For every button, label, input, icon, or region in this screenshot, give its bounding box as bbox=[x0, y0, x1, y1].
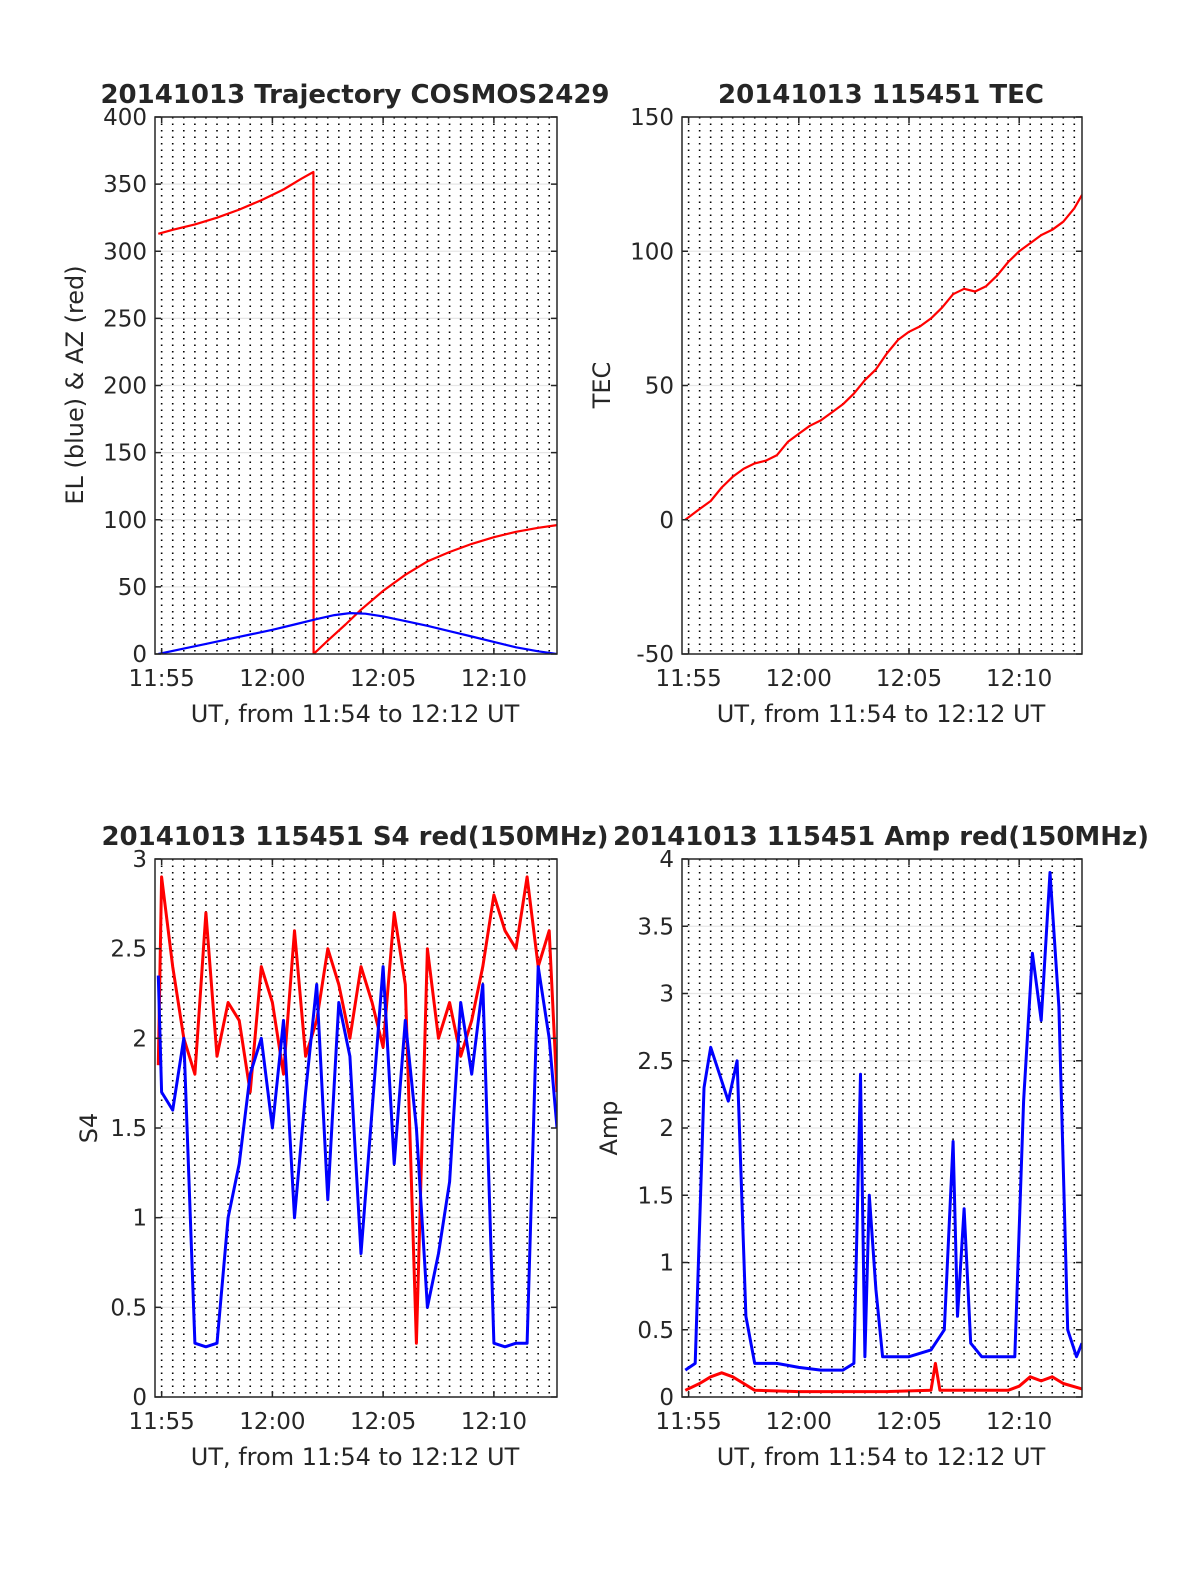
y-tick-label: 150 bbox=[630, 105, 674, 131]
x-tick-label: 12:05 bbox=[350, 1409, 416, 1435]
x-tick-label: 12:00 bbox=[766, 666, 832, 692]
x-tick-label: 12:10 bbox=[986, 666, 1052, 692]
trajectory-title: 20141013 Trajectory COSMOS2429 bbox=[100, 80, 609, 110]
s4-series-0-line bbox=[156, 875, 557, 1345]
y-tick-label: 3 bbox=[659, 982, 674, 1008]
y-tick-label: 100 bbox=[630, 239, 674, 265]
y-tick-label: 3.5 bbox=[637, 914, 674, 940]
y-tick-label: 0 bbox=[659, 1385, 674, 1411]
y-tick-label: 0.5 bbox=[110, 1295, 147, 1321]
x-tick-label: 12:05 bbox=[876, 1409, 942, 1435]
y-tick-label: 1 bbox=[659, 1251, 674, 1277]
y-tick-label: 250 bbox=[103, 306, 147, 332]
y-tick-label: 4 bbox=[659, 847, 674, 873]
y-tick-label: -50 bbox=[636, 642, 674, 668]
amp-plot-area: 11:55 12:00 12:05 12:10 0 0.5 1 1.5 2 2.5 3 3.5 4 bbox=[637, 847, 1083, 1435]
amp-ylabel: Amp bbox=[595, 1100, 623, 1155]
y-tick-label: 50 bbox=[118, 575, 147, 601]
x-tick-label: 11:55 bbox=[128, 666, 194, 692]
y-tick-label: 300 bbox=[103, 239, 147, 265]
y-tick-label: 1.5 bbox=[637, 1183, 674, 1209]
x-tick-label: 11:55 bbox=[655, 1409, 721, 1435]
y-tick-label: 1 bbox=[132, 1206, 147, 1232]
x-tick-label: 12:00 bbox=[239, 1409, 305, 1435]
tec-title: 20141013 115451 TEC bbox=[718, 80, 1044, 110]
y-tick-label: 200 bbox=[103, 374, 147, 400]
y-tick-label: 2.5 bbox=[637, 1049, 674, 1075]
y-tick-label: 350 bbox=[103, 172, 147, 198]
amp-panel: 11:55 12:00 12:05 12:10 0 0.5 1 1.5 2 2.5 3 3.5 4 20… bbox=[595, 822, 1149, 1471]
y-tick-label: 2 bbox=[659, 1116, 674, 1142]
y-tick-label: 0 bbox=[132, 642, 147, 668]
y-tick-label: 2 bbox=[132, 1026, 147, 1052]
y-tick-label: 3 bbox=[132, 847, 147, 873]
trajectory-panel: 11:55 12:00 12:05 12:10 0 50 100 150 200 250 300 35… bbox=[61, 80, 610, 728]
y-tick-label: 400 bbox=[103, 105, 147, 131]
amp-xlabel: UT, from 11:54 to 12:12 UT bbox=[717, 1443, 1046, 1471]
trajectory-xlabel: UT, from 11:54 to 12:12 UT bbox=[191, 700, 520, 728]
amp-title: 20141013 115451 Amp red(150MHz) bbox=[613, 822, 1149, 852]
y-tick-label: 0 bbox=[659, 508, 674, 534]
y-tick-label: 50 bbox=[645, 374, 674, 400]
s4-series-1-line bbox=[156, 965, 557, 1349]
s4-plot-area: 11:55 12:00 12:05 12:10 0 0.5 1 1.5 2 2.5 3 bbox=[110, 847, 558, 1435]
s4-xlabel: UT, from 11:54 to 12:12 UT bbox=[191, 1443, 520, 1471]
s4-panel: 11:55 12:00 12:05 12:10 0 0.5 1 1.5 2 2.5 3 201410… bbox=[75, 822, 609, 1471]
x-tick-label: 12:00 bbox=[239, 666, 305, 692]
amp-series-0-line bbox=[684, 1361, 1082, 1394]
y-tick-label: 150 bbox=[103, 441, 147, 467]
y-tick-label: 100 bbox=[103, 508, 147, 534]
x-tick-label: 12:05 bbox=[876, 666, 942, 692]
x-tick-label: 11:55 bbox=[128, 1409, 194, 1435]
y-tick-label: 2.5 bbox=[110, 937, 147, 963]
s4-ylabel: S4 bbox=[75, 1113, 103, 1144]
tec-plot-area: 11:55 12:00 12:05 12:10 -50 0 50 100 150 bbox=[630, 105, 1083, 692]
amp-series-1-line bbox=[684, 871, 1082, 1372]
x-tick-label: 12:05 bbox=[350, 666, 416, 692]
x-tick-label: 11:55 bbox=[655, 666, 721, 692]
tec-ylabel: TEC bbox=[588, 362, 616, 410]
y-tick-label: 1.5 bbox=[110, 1116, 147, 1142]
tec-xlabel: UT, from 11:54 to 12:12 UT bbox=[717, 700, 1046, 728]
trajectory-ylabel: EL (blue) & AZ (red) bbox=[61, 265, 89, 504]
trajectory-series-0-line bbox=[158, 170, 557, 654]
y-tick-label: 0 bbox=[132, 1385, 147, 1411]
tec-series-0-line bbox=[684, 194, 1082, 521]
x-tick-label: 12:00 bbox=[766, 1409, 832, 1435]
x-tick-label: 12:10 bbox=[461, 666, 527, 692]
s4-title: 20141013 115451 S4 red(150MHz) bbox=[101, 822, 608, 852]
trajectory-plot-area: 11:55 12:00 12:05 12:10 0 50 100 150 200 250 300 35… bbox=[103, 105, 558, 692]
y-tick-label: 0.5 bbox=[637, 1318, 674, 1344]
tec-panel: 11:55 12:00 12:05 12:10 -50 0 50 100 150 2014101… bbox=[588, 80, 1083, 728]
x-tick-label: 12:10 bbox=[986, 1409, 1052, 1435]
x-tick-label: 12:10 bbox=[461, 1409, 527, 1435]
trajectory-series-1-line bbox=[158, 611, 557, 654]
